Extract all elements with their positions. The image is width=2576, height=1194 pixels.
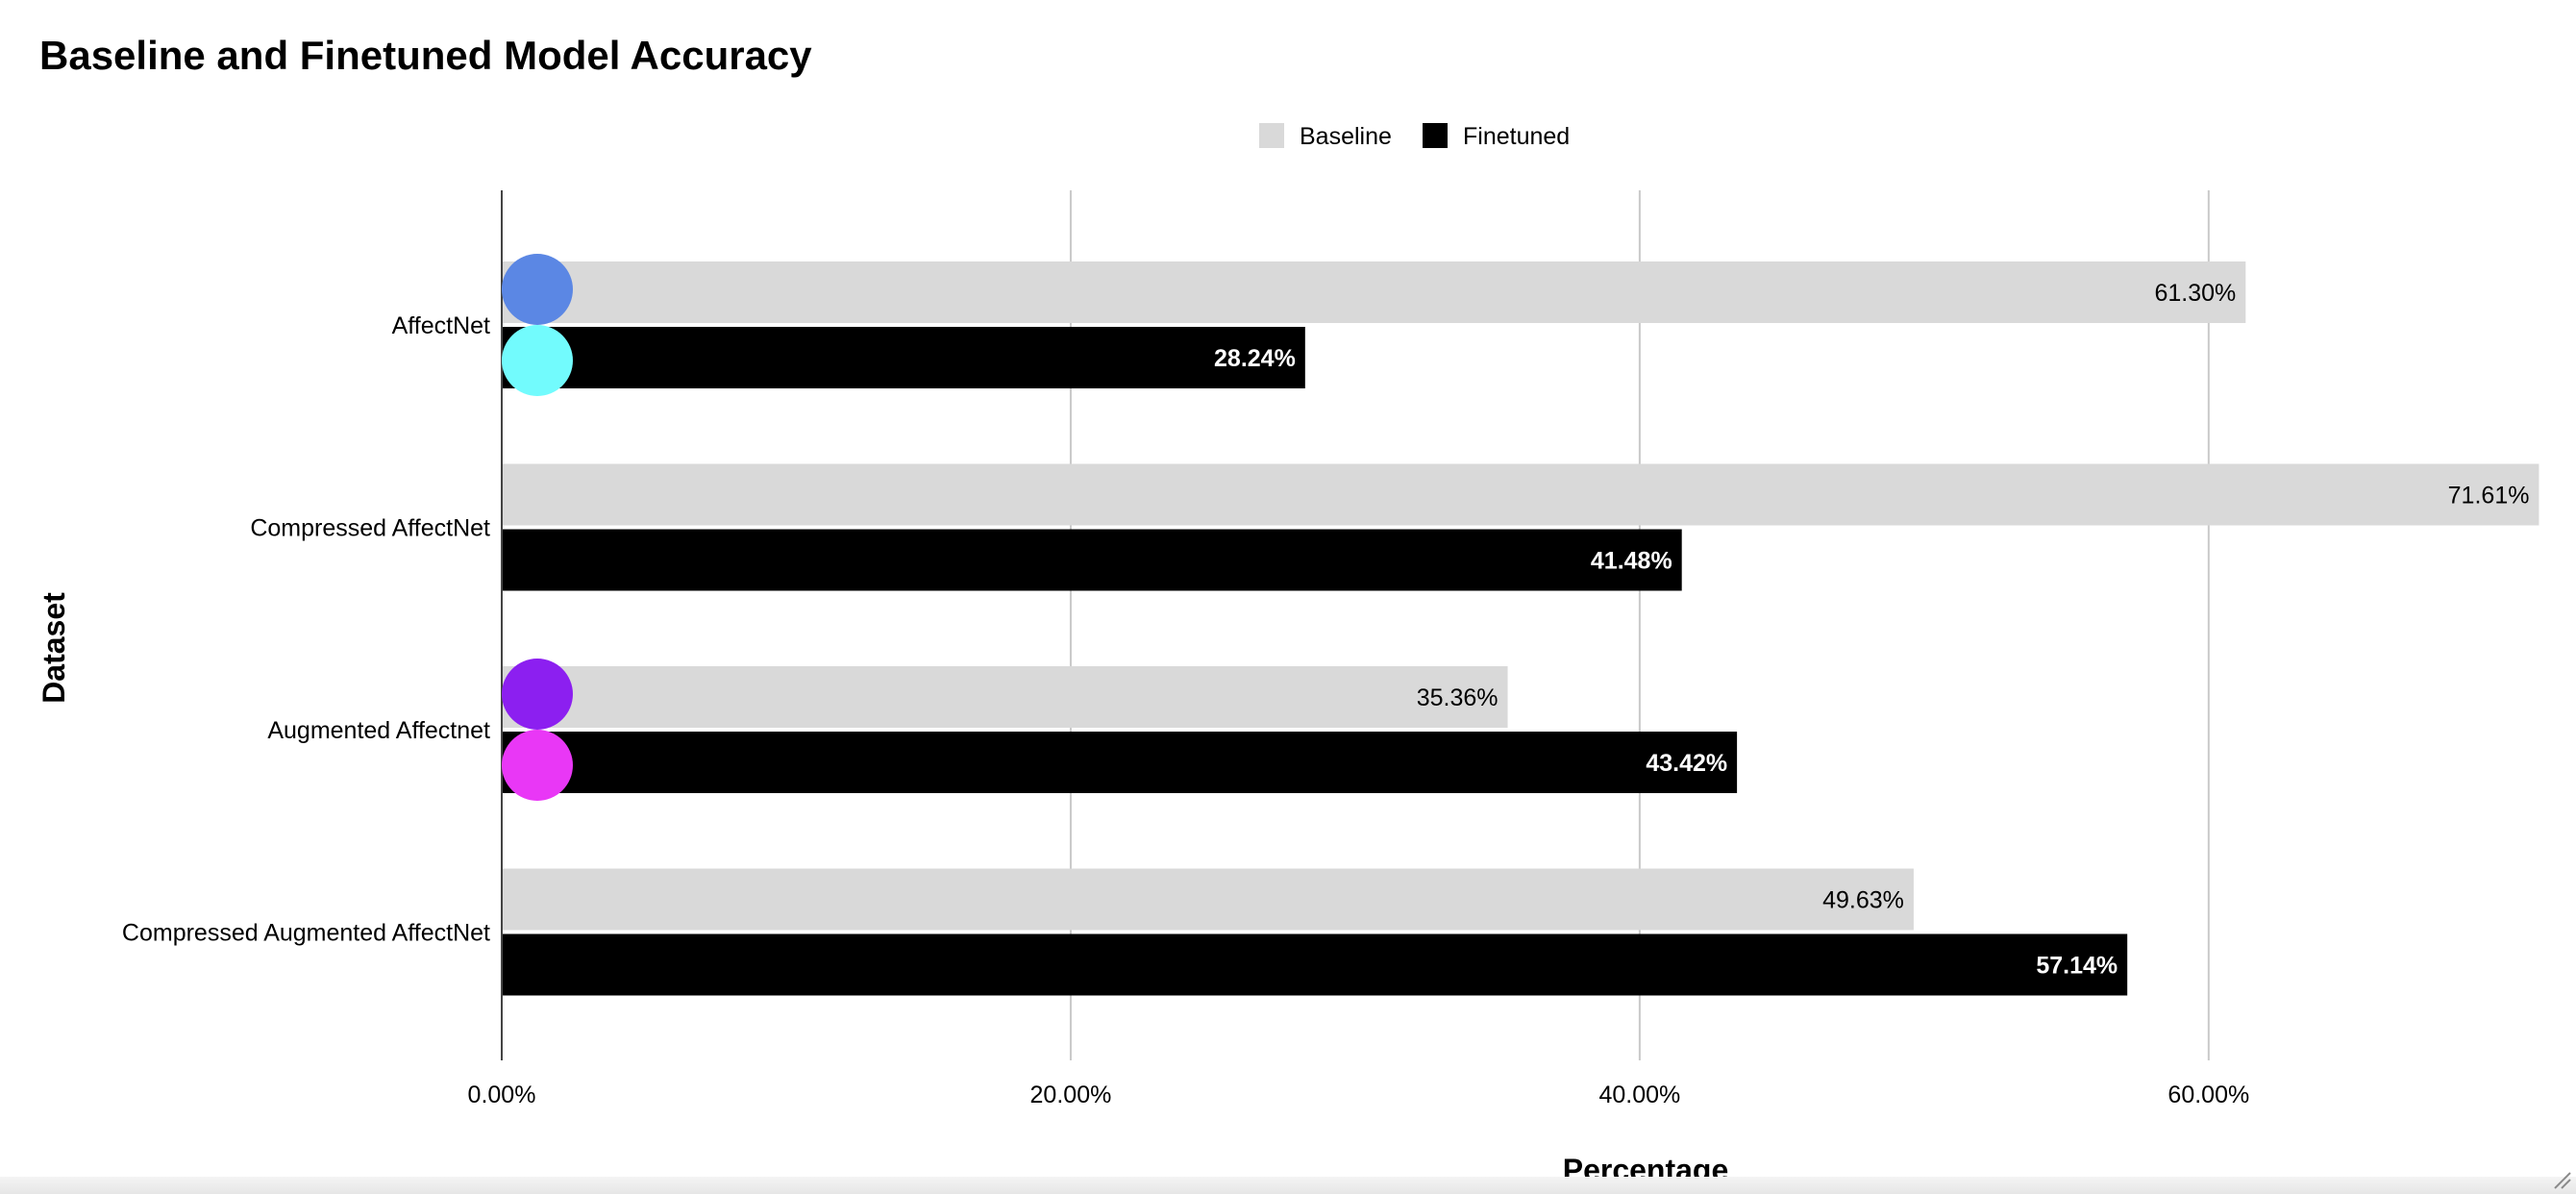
y-category-label: Compressed AffectNet	[250, 515, 490, 542]
y-category-label: AffectNet	[392, 312, 490, 339]
y-category-label: Augmented Affectnet	[267, 717, 490, 744]
bar-baseline-0[interactable]	[502, 261, 2246, 323]
x-tick-label: 40.00%	[1598, 1082, 1680, 1108]
data-label: 61.30%	[2155, 280, 2237, 307]
bar-finetuned-3[interactable]	[502, 933, 2128, 996]
axis-layer: 0.00% 20.00% 40.00% 60.00% AffectNet Compress…	[37, 190, 2249, 1187]
chart-title: Baseline and Finetuned Model Accuracy	[39, 33, 812, 78]
label-layer: 61.30% 28.24% 71.61% 41.48% 35.36% 43.42% 49.6…	[1214, 280, 2529, 980]
bar-finetuned-1[interactable]	[502, 529, 1682, 591]
marker-dot	[502, 730, 573, 801]
legend-swatch-baseline	[1259, 123, 1284, 148]
legend-label-finetuned: Finetuned	[1463, 123, 1570, 150]
data-label: 28.24%	[1214, 345, 1296, 372]
resize-grip-icon[interactable]	[2551, 1169, 2572, 1190]
marker-dot	[502, 325, 573, 396]
data-label: 43.42%	[1646, 750, 1727, 777]
bar-finetuned-0[interactable]	[502, 327, 1305, 388]
x-tick-label: 0.00%	[468, 1082, 536, 1108]
x-tick-label: 20.00%	[1030, 1082, 1112, 1108]
data-label: 49.63%	[1822, 887, 1904, 914]
y-axis-title: Dataset	[37, 592, 71, 704]
data-label: 35.36%	[1417, 684, 1499, 711]
data-label: 57.14%	[2036, 953, 2118, 980]
marker-layer	[502, 254, 573, 801]
legend: Baseline Finetuned	[1259, 123, 1570, 150]
bar-baseline-3[interactable]	[502, 868, 1914, 931]
y-category-label: Compressed Augmented AffectNet	[122, 920, 490, 947]
x-tick-label: 60.00%	[2167, 1082, 2249, 1108]
bar-baseline-2[interactable]	[502, 666, 1508, 728]
marker-dot	[502, 659, 573, 730]
window-bottom-edge	[0, 1172, 2576, 1194]
legend-swatch-finetuned	[1423, 123, 1448, 148]
data-label: 41.48%	[1591, 548, 1672, 575]
bar-finetuned-2[interactable]	[502, 732, 1738, 793]
legend-label-baseline: Baseline	[1300, 123, 1392, 150]
data-label: 71.61%	[2448, 483, 2530, 510]
bar-layer	[502, 261, 2539, 996]
marker-dot	[502, 254, 573, 325]
bar-baseline-1[interactable]	[502, 463, 2539, 526]
